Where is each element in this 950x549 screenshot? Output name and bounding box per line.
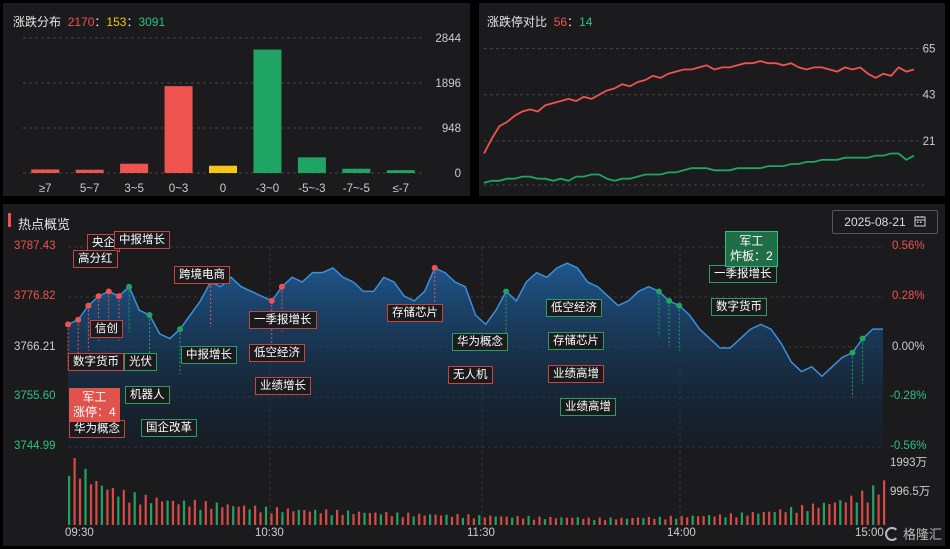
dist-bar-3	[164, 86, 193, 173]
time-1130: 11:30	[467, 527, 495, 539]
dist-xtick-4: 0	[220, 183, 226, 195]
dist-bar-2	[120, 163, 149, 173]
dist-ytick-2: 1896	[435, 78, 461, 90]
limit-line-chart: 21 43 65	[483, 44, 936, 186]
limit-down-count: 14	[579, 15, 593, 29]
right-axis-2: 0.00%	[892, 341, 925, 353]
brand-g-icon	[884, 526, 899, 541]
left-axis-1: 3776.82	[14, 290, 56, 302]
left-axis-0: 3787.43	[14, 240, 56, 252]
limit-panel: 涨跌停对比 56：14 21 43 65	[479, 3, 945, 196]
calendar-icon	[914, 215, 926, 230]
dist-ytick-0: 0	[455, 168, 461, 180]
distribution-title: 涨跌分布 2170：153：3091	[13, 15, 166, 29]
tag-low-altitude-1[interactable]: 低空经济	[249, 344, 305, 362]
up-count: 2170	[67, 15, 95, 29]
dist-xtick-2: 3~5	[124, 183, 144, 195]
time-1030: 10:30	[255, 527, 284, 539]
brand-name: 格隆汇	[902, 527, 942, 542]
dist-xtick-0: ≥7	[39, 183, 52, 195]
tag-drone[interactable]: 无人机	[448, 366, 493, 384]
dist-bar-0	[31, 169, 60, 173]
dist-xtick-7: -7~-5	[343, 183, 370, 195]
dist-bar-6	[297, 157, 326, 173]
volume-axis-max: 1993万	[890, 457, 928, 469]
date-value: 2025-08-21	[844, 215, 906, 229]
tag-earnings-surge-2[interactable]: 业绩高增	[560, 398, 616, 416]
time-1500: 15:00	[855, 527, 884, 539]
left-axis-2: 3766.21	[14, 341, 56, 353]
right-axis-4: -0.56%	[890, 440, 927, 452]
tag-interim-growth-2[interactable]: 中报增长	[181, 346, 237, 364]
military-broken-tag[interactable]: 军工 炸板：2	[725, 231, 778, 267]
right-axis-0: 0.56%	[892, 240, 925, 252]
dist-bar-1	[75, 169, 104, 173]
limit-series-0	[483, 60, 915, 154]
dist-xtick-1: 5~7	[80, 183, 100, 195]
dist-xtick-5: -3~0	[256, 183, 279, 195]
dist-xtick-6: -5~-3	[298, 183, 325, 195]
military-limit-up-count: 涨停：4	[73, 405, 116, 419]
limit-ytick-3: 65	[923, 44, 936, 56]
flat-count: 153	[106, 15, 127, 29]
limit-ytick-2: 43	[923, 90, 936, 102]
dist-bar-5	[253, 49, 282, 174]
military-broken-count: 炸板：2	[730, 249, 773, 263]
military-limit-up-tag[interactable]: 军工 涨停：4	[69, 388, 120, 422]
tag-earnings-growth[interactable]: 业绩增长	[255, 377, 311, 395]
right-axis-3: -0.28%	[890, 390, 927, 402]
date-picker[interactable]: 2025-08-21	[832, 210, 938, 234]
tag-high-dividend[interactable]: 高分红	[73, 250, 118, 268]
limit-up-count: 56	[553, 15, 568, 29]
dist-ytick-1: 948	[442, 123, 461, 135]
right-axis-1: 0.28%	[892, 290, 925, 302]
left-axis-4: 3744.99	[14, 440, 56, 452]
left-axis-3: 3755.60	[14, 390, 56, 402]
dist-xtick-3: 0~3	[169, 183, 189, 195]
tag-huawei-2[interactable]: 华为概念	[452, 333, 508, 351]
tag-interim-growth[interactable]: 中报增长	[114, 231, 170, 249]
distribution-bar-chart: 0 948 1896 2844 ≥7 5~7 3~5 0~3 0 -3~0 -5~-3 -7~-5 ≤-…	[23, 33, 462, 195]
time-1400: 14:00	[667, 527, 696, 539]
tag-digital-currency-2[interactable]: 数字货币	[711, 298, 767, 316]
tag-xinchuang[interactable]: 信创	[90, 320, 123, 338]
dist-bar-7	[342, 168, 371, 173]
dist-ytick-3: 2844	[435, 33, 461, 45]
tag-photovoltaic[interactable]: 光伏	[124, 353, 157, 371]
dist-xtick-8: ≤-7	[393, 183, 410, 195]
tag-soe-reform[interactable]: 国企改革	[141, 419, 197, 437]
hot-title-bar	[8, 213, 11, 227]
dist-bar-8	[386, 170, 415, 173]
tag-digital-currency[interactable]: 数字货币	[68, 353, 124, 371]
limit-title: 涨跌停对比 56：14	[487, 15, 593, 29]
hot-title: 热点概览	[18, 217, 71, 232]
dist-bar-4	[209, 165, 237, 173]
military-broken-title: 军工	[739, 234, 764, 248]
tag-low-altitude-2[interactable]: 低空经济	[546, 299, 602, 317]
tag-q1-growth-2[interactable]: 一季报增长	[709, 265, 777, 283]
tag-robot[interactable]: 机器人	[125, 386, 170, 404]
tag-huawei-1[interactable]: 华为概念	[69, 420, 125, 438]
tag-earnings-surge-1[interactable]: 业绩高增	[548, 365, 604, 383]
brand-logo: 格隆汇	[884, 524, 942, 543]
down-count: 3091	[138, 15, 166, 29]
tag-q1-growth[interactable]: 一季报增长	[249, 311, 317, 329]
tag-cross-border-ecom[interactable]: 跨境电商	[174, 266, 230, 284]
tag-storage-chip-2[interactable]: 存储芯片	[548, 332, 604, 350]
distribution-panel: 涨跌分布 2170：153：3091 0 948 1896 2844 ≥7 5~7 3~5 0…	[3, 3, 470, 196]
time-0930: 09:30	[65, 527, 94, 539]
volume-axis-mid: 996.5万	[890, 486, 931, 498]
limit-series-1	[483, 152, 915, 184]
military-limit-up-title: 军工	[82, 390, 107, 404]
tag-storage-chip-1[interactable]: 存储芯片	[387, 304, 443, 322]
limit-ytick-1: 21	[923, 136, 936, 148]
